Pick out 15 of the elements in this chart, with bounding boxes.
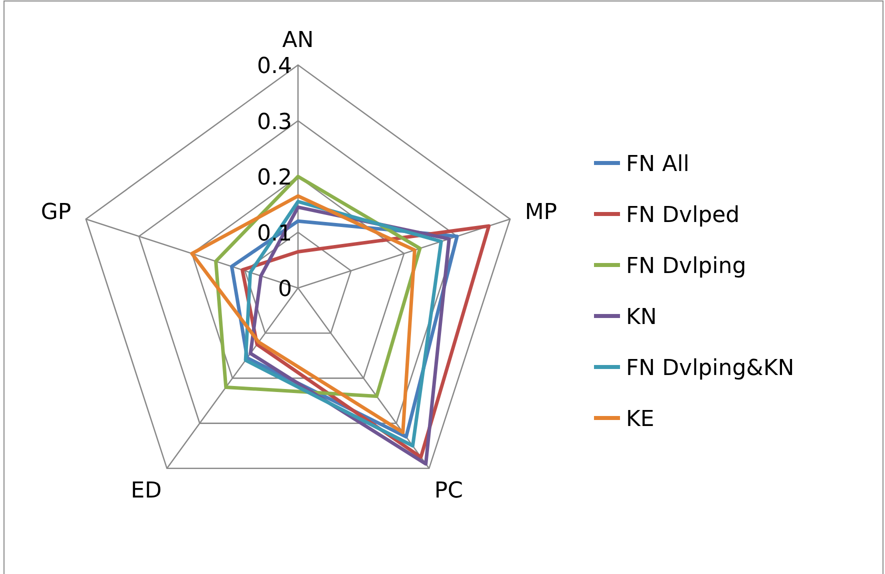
spoke-label: GP [40, 200, 72, 226]
legend-label: KN [626, 305, 657, 330]
y-tick-label: 0 [278, 277, 292, 302]
legend-label: FN Dvlping&KN [626, 356, 794, 381]
y-tick-label: 0.3 [257, 110, 292, 135]
y-tick-label: 0.2 [257, 166, 292, 190]
spoke-label: PC [434, 478, 463, 504]
spoke-label: AN [282, 28, 314, 53]
legend-label: FN All [626, 152, 690, 177]
legend-label: KE [626, 407, 654, 432]
spoke-label: MP [524, 200, 558, 226]
legend-label: FN Dvlped [626, 203, 740, 228]
legend-label: FN Dvlping [626, 254, 746, 279]
y-tick-label: 0.4 [257, 54, 292, 79]
spoke-label: ED [130, 478, 162, 504]
